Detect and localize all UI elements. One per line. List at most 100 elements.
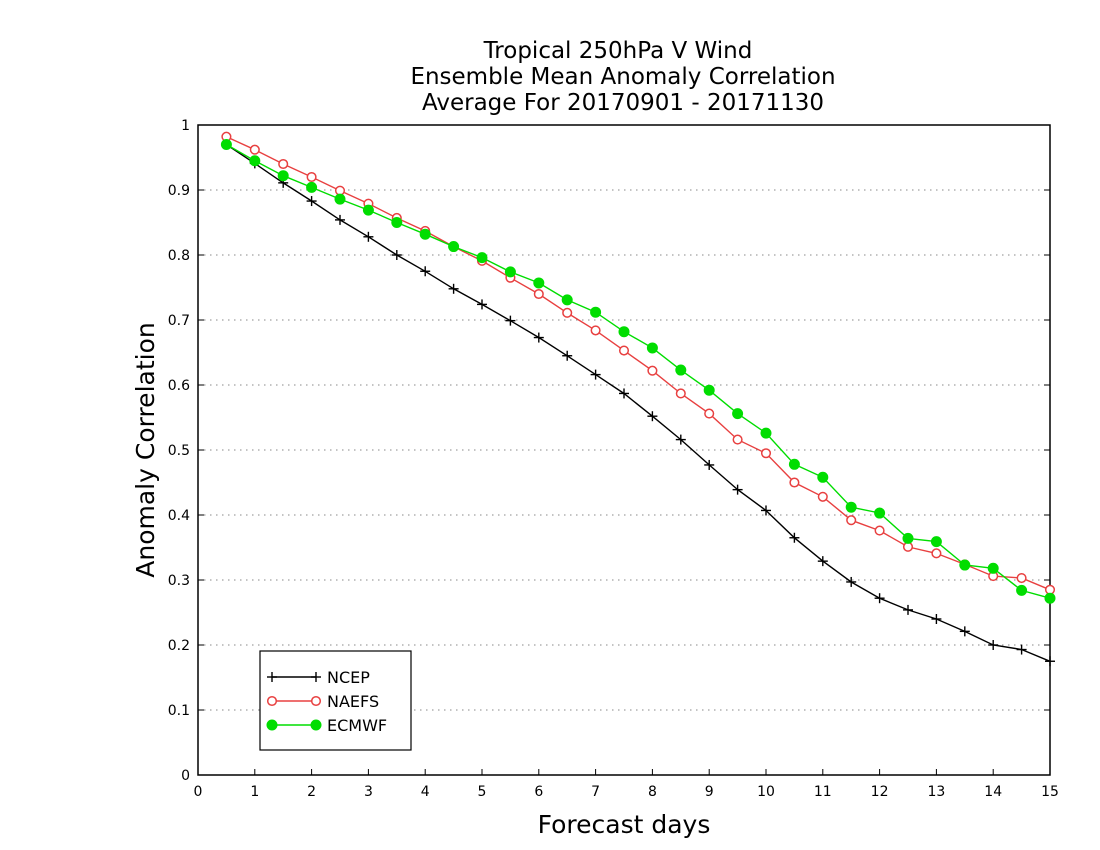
data-point-ecmwf — [874, 507, 886, 519]
series-ncep — [221, 139, 1055, 667]
data-point-ncep — [448, 283, 459, 294]
x-tick-label: 4 — [421, 784, 430, 800]
data-point-ncep — [704, 459, 715, 470]
legend-box — [259, 650, 412, 751]
legend-marker-ecmwf — [310, 719, 322, 731]
data-point-ecmwf — [561, 294, 573, 306]
data-point-ecmwf — [675, 364, 687, 376]
chart-title-line-2: Ensemble Mean Anomaly Correlation — [410, 64, 835, 90]
y-axis-title: Anomaly Correlation — [131, 322, 160, 577]
x-tick-label: 15 — [1041, 784, 1059, 800]
data-point-ncep — [732, 484, 743, 495]
data-point-naefs — [590, 325, 601, 336]
data-point-naefs — [931, 548, 942, 559]
y-tick-label: 0.1 — [168, 703, 190, 719]
data-point-ecmwf — [220, 139, 232, 150]
data-point-ecmwf — [277, 170, 289, 182]
x-tick-label: 14 — [984, 784, 1002, 800]
x-tick-label: 2 — [307, 784, 316, 800]
y-tick-label: 0.4 — [168, 508, 190, 524]
legend-label-ecmwf: ECMWF — [327, 716, 387, 735]
data-point-ecmwf — [1016, 584, 1028, 596]
x-tick-label: 8 — [648, 784, 657, 800]
data-point-naefs — [675, 388, 686, 399]
data-point-ecmwf — [448, 241, 460, 253]
data-point-ecmwf — [1044, 592, 1056, 604]
data-point-ecmwf — [902, 532, 914, 544]
x-tick-label: 10 — [757, 784, 775, 800]
series-line-ecmwf — [226, 143, 1051, 599]
x-axis-title: Forecast days — [538, 810, 711, 839]
x-tick-label: 13 — [927, 784, 945, 800]
data-point-ncep — [363, 231, 374, 242]
y-tick-label: 0.6 — [168, 378, 190, 394]
data-point-ecmwf — [987, 562, 999, 574]
data-point-ecmwf — [504, 266, 516, 278]
legend-marker-ecmwf — [266, 719, 278, 731]
x-tick-label: 1 — [250, 784, 259, 800]
data-point-ncep — [306, 196, 317, 207]
data-point-ecmwf — [590, 306, 602, 318]
data-point-naefs — [249, 144, 260, 155]
data-point-naefs — [874, 525, 885, 536]
legend-marker-naefs — [266, 695, 278, 707]
series-group — [220, 131, 1056, 667]
data-point-ecmwf — [391, 217, 403, 228]
data-point-naefs — [306, 171, 317, 183]
data-point-ncep — [988, 640, 999, 650]
y-tick-label: 0.3 — [168, 573, 190, 589]
data-point-ecmwf — [334, 193, 346, 205]
series-line-naefs — [226, 136, 1051, 591]
data-point-naefs — [789, 477, 800, 488]
y-tick-label: 0.9 — [168, 183, 190, 199]
data-point-ncep — [477, 299, 487, 310]
data-point-ecmwf — [249, 155, 261, 167]
y-tick-label: 0.8 — [168, 248, 190, 264]
data-point-ncep — [533, 332, 544, 343]
grid-lines — [198, 189, 1050, 711]
data-point-ecmwf — [760, 427, 772, 439]
y-tick-label: 0.7 — [168, 313, 190, 329]
data-point-ncep — [1016, 644, 1027, 655]
data-point-naefs — [562, 307, 573, 318]
x-tick-label: 12 — [871, 784, 889, 800]
data-point-ecmwf — [476, 252, 488, 264]
x-tick-label: 7 — [591, 784, 600, 800]
legend-label-ncep: NCEP — [327, 668, 370, 687]
data-point-ncep — [874, 593, 885, 604]
x-tick-label: 9 — [705, 784, 714, 800]
data-point-ecmwf — [959, 559, 971, 571]
series-ecmwf — [220, 139, 1056, 604]
data-point-ecmwf — [930, 536, 942, 548]
legend-marker-naefs — [310, 695, 322, 707]
data-point-ncep — [931, 614, 942, 624]
y-tick-label: 0.2 — [168, 638, 190, 654]
data-point-ncep — [590, 369, 601, 380]
legend-marker-ncep — [267, 672, 277, 682]
data-point-naefs — [846, 515, 857, 526]
data-point-naefs — [1016, 573, 1027, 584]
data-point-ncep — [619, 388, 629, 399]
data-point-ecmwf — [788, 458, 800, 470]
data-point-ecmwf — [419, 228, 431, 240]
data-point-ecmwf — [703, 384, 715, 396]
chart-title-line-3: Average For 20170901 - 20171130 — [422, 90, 824, 116]
data-point-naefs — [817, 491, 828, 502]
data-point-ecmwf — [618, 326, 630, 338]
data-point-ncep — [1045, 656, 1055, 667]
data-point-naefs — [618, 345, 630, 356]
data-point-ecmwf — [306, 181, 318, 193]
data-point-ncep — [817, 556, 828, 567]
data-point-naefs — [732, 434, 743, 445]
chart-title-line-1: Tropical 250hPa V Wind — [483, 38, 753, 64]
data-point-ncep — [505, 315, 516, 326]
data-point-ncep — [647, 411, 658, 422]
x-tick-label: 11 — [814, 784, 832, 800]
y-tick-label: 0 — [181, 768, 190, 784]
legend-label-naefs: NAEFS — [327, 692, 379, 711]
data-point-ecmwf — [732, 408, 744, 420]
axis-ticks: 0 1 2 3 4 5 6 7 8 9 10 11 12 13 14 1500.10.20.30.40.50.… — [168, 118, 1059, 800]
y-tick-label: 0.5 — [168, 443, 190, 459]
data-point-ncep — [420, 266, 431, 277]
